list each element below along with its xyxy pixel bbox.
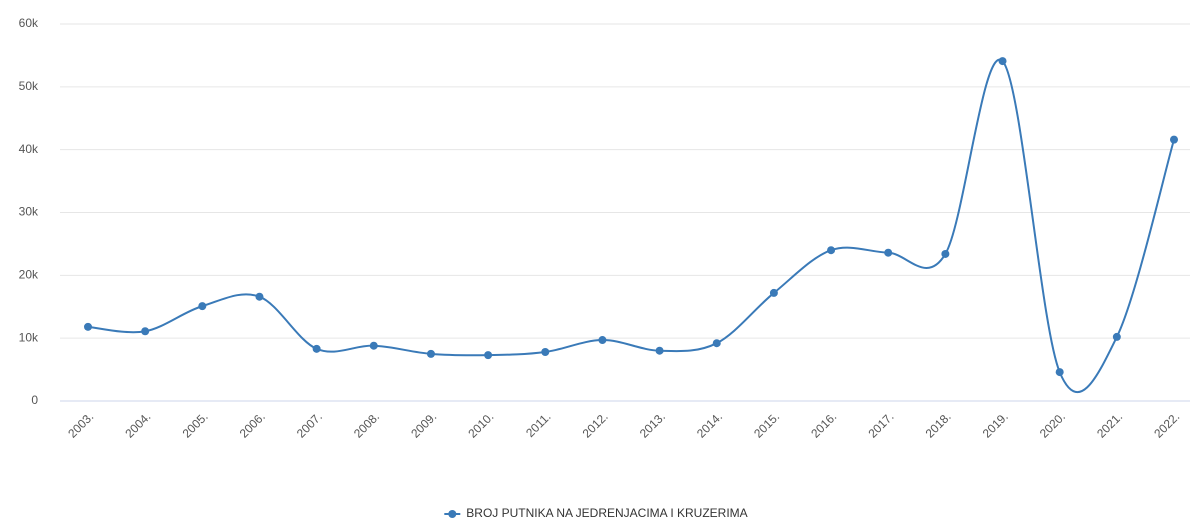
x-tick-label: 2010. [465, 409, 496, 440]
y-tick-label: 10k [19, 330, 39, 344]
x-tick-label: 2019. [980, 409, 1011, 440]
legend-label: BROJ PUTNIKA NA JEDRENJACIMA I KRUZERIMA [466, 506, 747, 520]
x-tick-label: 2003. [65, 409, 96, 440]
x-tick-label: 2016. [808, 409, 839, 440]
x-tick-label: 2015. [751, 409, 782, 440]
data-point [998, 57, 1007, 66]
legend-symbol [448, 510, 457, 518]
x-tick-label: 2004. [122, 409, 153, 440]
x-tick-label: 2006. [237, 409, 268, 440]
x-tick-label: 2012. [580, 409, 611, 440]
series-line [87, 58, 1175, 394]
data-point [255, 292, 264, 301]
data-point [369, 341, 378, 350]
x-tick-label: 2008. [351, 409, 382, 440]
data-point [141, 327, 150, 336]
x-tick-label: 2018. [923, 409, 954, 440]
y-tick-label: 50k [19, 79, 39, 93]
x-tick-label: 2020. [1037, 409, 1068, 440]
y-tick-label: 60k [19, 16, 39, 30]
data-point [541, 347, 550, 356]
y-tick-label: 40k [19, 142, 39, 156]
data-point [1055, 368, 1064, 377]
data-point [198, 302, 207, 311]
x-tick-label: 2011. [523, 409, 554, 440]
x-tick-label: 2013. [637, 409, 668, 440]
x-tick-label: 2009. [408, 409, 439, 440]
y-tick-label: 30k [19, 205, 39, 219]
data-point [426, 349, 435, 358]
data-point [712, 339, 721, 348]
data-point [84, 322, 92, 331]
x-tick-label: 2007. [294, 409, 325, 440]
x-tick-label: 2021. [1094, 409, 1125, 440]
x-tick-label: 2014. [694, 409, 725, 440]
data-point [884, 248, 893, 257]
x-tick-label: 2017. [865, 409, 896, 440]
x-tick-label: 2022. [1151, 409, 1182, 440]
data-point [941, 249, 950, 258]
y-tick-label: 0 [31, 393, 38, 407]
data-point [312, 344, 321, 353]
data-point [1112, 332, 1121, 341]
x-tick-label: 2005. [180, 409, 211, 440]
data-point [655, 346, 664, 355]
data-point [827, 246, 836, 255]
data-point [1170, 135, 1178, 144]
data-point [484, 351, 493, 360]
data-point [769, 288, 778, 297]
data-point [598, 336, 607, 345]
y-tick-label: 20k [19, 268, 39, 282]
